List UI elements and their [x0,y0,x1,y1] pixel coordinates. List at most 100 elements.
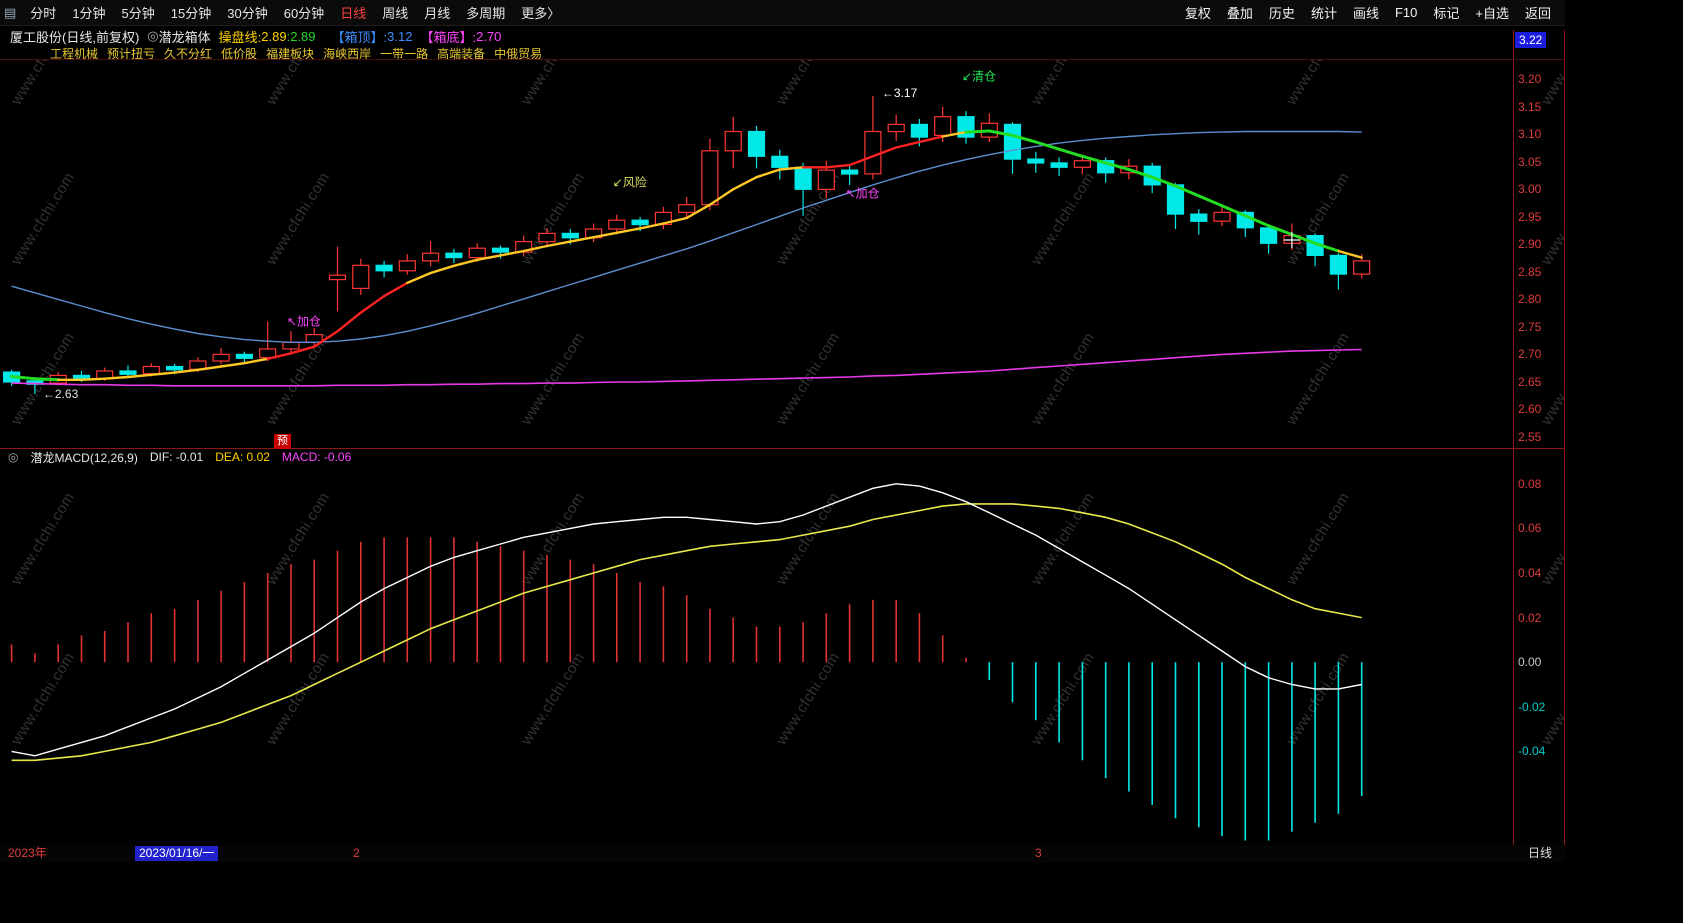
candle[interactable] [887,123,905,133]
candle[interactable] [724,130,742,152]
action-button-复权[interactable]: 复权 [1184,6,1211,21]
period-tab-周线[interactable]: 周线 [382,6,409,21]
candle[interactable] [538,232,556,243]
candle[interactable] [328,274,347,281]
candle[interactable] [701,150,719,206]
chart-annotation: ↙清仓 [962,70,996,84]
candle[interactable] [422,252,440,262]
candle[interactable] [1027,158,1045,164]
app-icon[interactable]: ▤ [4,4,17,20]
period-tab-多周期[interactable]: 多周期 [466,6,506,21]
candle[interactable] [305,334,323,343]
concept-tag-海峡西岸[interactable]: 海峡西岸 [323,46,372,61]
concept-tag-福建板块[interactable]: 福建板块 [266,46,315,61]
concept-tag-预计扭亏[interactable]: 预计扭亏 [107,46,156,61]
candle[interactable] [1190,213,1208,222]
candle[interactable] [1329,254,1348,275]
candle[interactable] [1003,123,1022,160]
candle[interactable] [817,169,835,190]
main-y-axis-tick: 3.00 [1518,182,1542,196]
candle[interactable] [282,341,300,350]
action-button-画线[interactable]: 画线 [1352,6,1379,21]
period-tab-15分钟[interactable]: 15分钟 [170,6,212,21]
candle[interactable] [1353,260,1371,275]
candle[interactable] [910,123,929,138]
concept-tag-低价股[interactable]: 低价股 [221,46,258,61]
main-y-axis-tick: 2.75 [1518,320,1542,334]
candle[interactable] [491,247,510,253]
main-y-axis-tick: 2.70 [1518,347,1542,361]
candle[interactable] [561,232,579,239]
caopan-label: 操盘线: [218,29,262,45]
candle[interactable] [608,219,626,230]
concept-tag-中俄贸易[interactable]: 中俄贸易 [494,46,543,61]
concept-tag-工程机械[interactable]: 工程机械 [50,46,99,61]
action-button-叠加[interactable]: 叠加 [1226,6,1253,21]
chart-annotation: ↖加仓 [846,187,880,201]
main-y-axis-tick: 3.15 [1518,100,1542,114]
period-tab-1分钟[interactable]: 1分钟 [72,6,106,21]
chart-annotation: ↙风险 [613,175,647,190]
stock-name: 厦工股份 [10,29,63,45]
indicator-name[interactable]: 潜龙箱体 [158,29,211,45]
candle[interactable] [352,264,370,290]
macd-toggle-icon[interactable]: ◎ [8,450,19,464]
action-button-F10[interactable]: F10 [1394,5,1418,20]
box-top-value: 3.12 [387,28,413,44]
candle[interactable] [678,204,696,213]
info-bar: 厦工股份 (日线,前复权) ◎ 潜龙箱体 操盘线: 2.89 : 2.89 【箱… [0,26,1513,46]
macd-badge[interactable]: 预 [274,434,291,449]
period-tab-月线[interactable]: 月线 [424,6,451,21]
macd-y-axis-tick: 0.00 [1518,655,1542,669]
macd-y-axis-tick: 0.06 [1518,521,1542,535]
candle[interactable] [1050,162,1068,168]
concept-tag-一带一路[interactable]: 一带一路 [380,46,429,61]
candle[interactable] [747,130,766,157]
candle[interactable] [375,264,393,272]
period-tab-5分钟[interactable]: 5分钟 [121,6,155,21]
macd-y-axis-tick: 0.04 [1518,566,1542,580]
chart-annotation: ↖加仓 [287,314,321,328]
candle[interactable] [1073,160,1092,168]
selected-date[interactable]: 2023/01/16/一 [135,846,219,861]
period-tab-日线[interactable]: 日线 [340,6,367,21]
main-y-axis-tick: 3.20 [1518,72,1542,86]
main-y-axis-tick: 3.05 [1518,155,1542,169]
candle[interactable] [840,169,859,175]
macd-header: ◎ 潜龙MACD(12,26,9) DIF: -0.01 DEA: 0.02 M… [0,448,1513,466]
dif-line [11,483,1362,757]
candle[interactable] [1259,227,1278,244]
candle[interactable] [142,365,160,375]
candle[interactable] [235,353,253,359]
period-tab-30分钟[interactable]: 30分钟 [227,6,268,21]
candles-group[interactable] [2,95,1371,395]
action-button-+自选[interactable]: +自选 [1475,6,1509,21]
candle[interactable] [398,260,416,272]
candle[interactable] [119,370,137,375]
action-button-标记[interactable]: 标记 [1433,6,1460,21]
macd-chart[interactable] [0,466,1513,845]
indicator-toggle-icon[interactable]: ◎ [147,28,159,43]
concept-tag-高端装备[interactable]: 高端装备 [437,46,486,61]
candle[interactable] [794,166,812,190]
action-button-历史[interactable]: 历史 [1268,6,1295,21]
action-button-统计[interactable]: 统计 [1310,6,1337,21]
candle[interactable] [771,155,789,168]
candle[interactable] [934,116,952,137]
candle[interactable] [631,219,649,226]
toolbar-actions: 复权 叠加 历史 统计 画线 F10 标记 +自选 返回 [1177,3,1565,22]
macd-title[interactable]: 潜龙MACD(12,26,9) [30,450,138,465]
period-tab-60分钟[interactable]: 60分钟 [283,6,325,21]
period-tab-更多〉[interactable]: 更多〉 [521,6,561,21]
candle[interactable] [212,353,230,362]
period-tab-分时[interactable]: 分时 [30,6,57,21]
action-button-返回[interactable]: 返回 [1524,6,1551,21]
crosshair-marker [1283,232,1300,248]
candle[interactable] [1213,211,1231,222]
concept-tag-久不分红[interactable]: 久不分红 [164,46,213,61]
candle[interactable] [468,247,486,259]
candle[interactable] [166,365,184,371]
main-chart[interactable]: ←3.17 ↙风险 ↖加仓 ↖加仓 ↙清仓 ←2.63 [0,60,1513,448]
candle[interactable] [445,252,463,259]
candle[interactable] [864,130,882,175]
